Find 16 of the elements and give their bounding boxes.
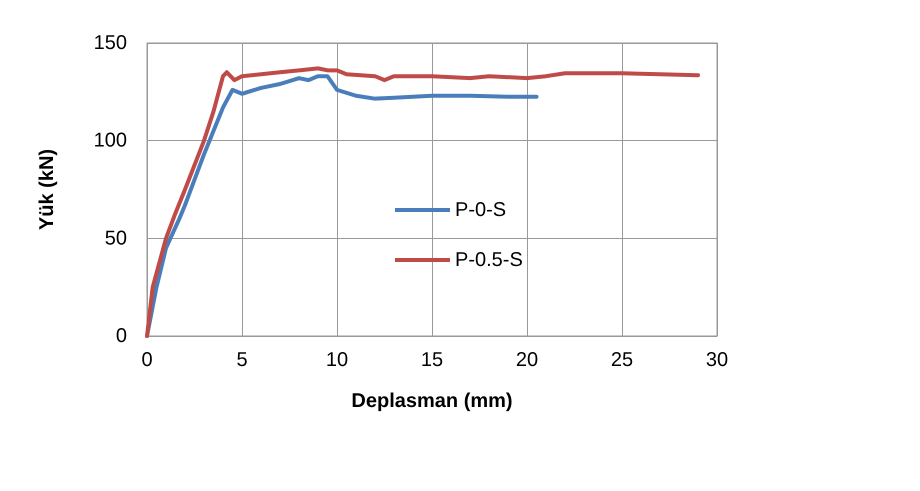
y-tick-label: 50 xyxy=(104,227,127,250)
x-axis-title: Deplasman (mm) xyxy=(351,390,513,412)
x-tick-label: 5 xyxy=(236,349,248,371)
x-tick-label: 10 xyxy=(326,349,348,371)
x-tick-label: 15 xyxy=(420,349,444,371)
y-tick-label: 100 xyxy=(94,130,127,152)
legend-label: P-0-S xyxy=(455,199,506,221)
legend-label: P-0.5-S xyxy=(455,249,523,271)
x-tick-label: 20 xyxy=(516,349,538,371)
y-axis-title: Yük (kN) xyxy=(36,148,58,230)
y-tick-label: 150 xyxy=(94,32,127,54)
x-tick-label: 25 xyxy=(610,349,634,371)
y-tick-label: 0 xyxy=(116,325,127,347)
line-series xyxy=(145,66,700,338)
x-tick-label: 0 xyxy=(141,349,153,371)
x-tick-label: 30 xyxy=(706,349,728,371)
